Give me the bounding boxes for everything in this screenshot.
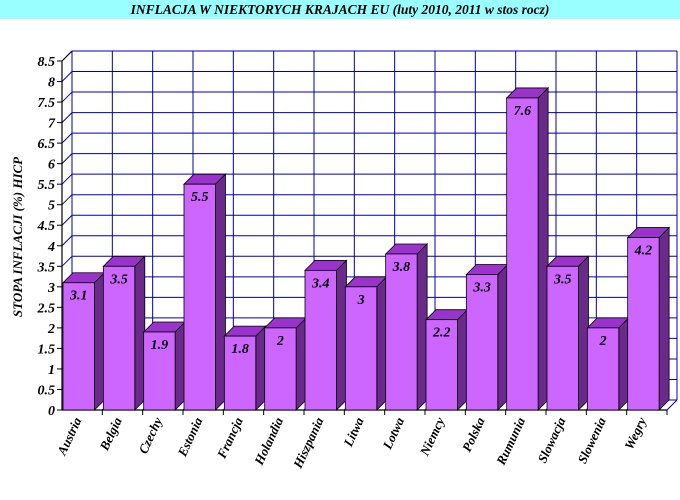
bars: 3.1 3.5 1.9 5.5 1.8 2 3.4 3 3.8 2.2 3.3 7.6 3.5 2 4.2 [62,86,671,411]
x-tick-label: Rumunia [493,414,529,468]
x-tick-label: Hiszpania [290,414,327,471]
x-tick-label: Slowenia [574,414,609,465]
data-label: 3.3 [472,281,491,296]
x-tick-label: Austria [54,414,85,458]
x-tick-label: Holandia [251,414,287,468]
y-tick-label: 6.5 [38,137,56,152]
chart-title: INFLACJA W NIEKTORYCH KRAJACH EU (luty 2… [130,1,550,17]
data-label: 3.1 [69,289,88,304]
bar [425,319,458,411]
x-tick-labels: Austria Belgia Czechy Estonia Francja Holandi… [54,414,650,471]
gridline-floor [61,235,73,247]
bar-chart: 3.13.51.95.51.823.433.82.23.37.63.524.2 … [10,50,678,471]
y-tick-label: 5 [48,199,55,214]
bar [546,265,579,411]
x-tick-label: Czechy [135,415,165,456]
data-label: 3.5 [109,272,128,287]
bar [304,269,337,411]
y-tick-label: 5.5 [38,178,56,193]
gridline-floor [61,132,73,144]
y-tick-label: 7.5 [38,96,56,111]
bar [143,331,176,411]
data-label: 3.5 [553,272,572,287]
bar [102,265,136,411]
gridline-floor [61,173,73,185]
y-tick-label: 3 [47,281,55,296]
y-tick-label: 7 [48,117,56,132]
data-label: 3 [357,293,365,308]
data-label: 1.9 [151,338,169,353]
y-tick-label: 0 [48,404,55,419]
bar [586,327,620,411]
bar [385,253,418,411]
y-tick-label: 4.5 [37,219,56,234]
x-tick-label: Slowacja [534,414,568,465]
gridline-floor [61,255,73,267]
gridline-floor [61,194,73,206]
x-tick-label: Polska [459,414,488,454]
y-tick-label: 0.5 [38,383,56,398]
bar [62,282,95,411]
y-tick-label: 2.5 [37,301,56,316]
data-label: 3.8 [392,260,411,275]
data-label: 2.2 [432,326,451,341]
bar-side [658,226,670,411]
data-label: 2 [276,334,284,349]
x-tick-label: Lotwa [379,414,407,452]
gridline-floor [61,71,73,82]
y-axis-label: STOPA INFLACJI (%) HICP [10,156,25,317]
bar [223,335,257,411]
axis-corner [61,50,73,62]
y-tick-label: 2 [47,322,55,337]
bar [627,237,660,411]
data-label: 2 [599,334,607,349]
data-label: 1.8 [231,342,249,357]
y-tick-label: 1 [48,363,55,378]
x-tick-label: Niemcy [416,415,447,459]
data-label: 3.4 [311,276,330,291]
x-tick-label: Wegry [621,415,649,452]
gridline-floor [61,91,73,103]
data-label: 5.5 [191,190,209,205]
gridline-floor [61,214,73,226]
bar [344,286,378,411]
bar [264,327,297,411]
bar [465,274,499,411]
gridline-floor-v [666,399,678,411]
bar [183,183,216,411]
data-label: 4.2 [634,244,653,259]
y-tick-label: 1.5 [38,342,56,357]
x-tick-label: Litwa [340,414,367,449]
bar [506,97,539,411]
y-tick-label: 4 [47,240,55,255]
chart-title-band: INFLACJA W NIEKTORYCH KRAJACH EU (luty 2… [0,0,680,19]
y-tick-label: 3.5 [37,260,56,275]
data-label: 7.6 [514,104,532,119]
y-tick-label: 6 [48,158,55,173]
y-tick-label: 8.5 [38,55,56,70]
x-tick-label: Estonia [174,414,206,459]
y-tick-labels: 0 0.5 1 1.5 2 2.5 3 3.5 4 4.5 5 5.5 6 6.5 7 7.5 8 8.5 [37,55,57,419]
x-tick-label: Francja [213,414,246,461]
y-tick-label: 8 [48,76,55,91]
gridline-floor [61,153,73,165]
x-tick-label: Belgia [96,414,125,453]
gridline-floor [61,112,73,123]
